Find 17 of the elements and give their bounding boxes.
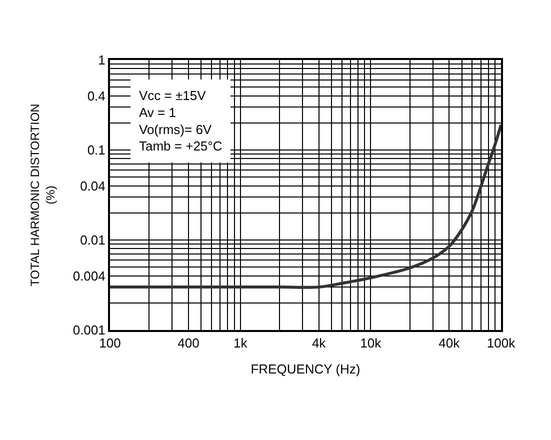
y-tick-label: 1 bbox=[98, 52, 106, 68]
x-tick-label: 40k bbox=[438, 336, 460, 351]
x-tick-label: 400 bbox=[178, 336, 200, 351]
x-axis-title: FREQUENCY (Hz) bbox=[250, 362, 360, 377]
y-tick-label: 0.004 bbox=[72, 268, 106, 284]
x-tick-label: 4k bbox=[312, 336, 326, 351]
y-tick-label: 0.04 bbox=[80, 178, 106, 194]
x-tick-label: 1k bbox=[233, 336, 248, 351]
annotation: Vcc = ±15V Av = 1 Vo(rms)= 6V Tamb = +25°C bbox=[139, 88, 222, 154]
y-tick-label: 0.1 bbox=[87, 142, 106, 158]
x-tick-label: 100 bbox=[99, 336, 121, 351]
x-tick-label: 100k bbox=[486, 336, 516, 351]
y-tick-label: 0.4 bbox=[87, 88, 106, 104]
y-axis-title: TOTAL HARMONIC DISTORTION (%) bbox=[28, 104, 58, 286]
y-tick-label: 0.01 bbox=[80, 232, 106, 248]
y-tick-label: 0.001 bbox=[72, 322, 106, 338]
x-tick-label: 10k bbox=[360, 336, 382, 351]
